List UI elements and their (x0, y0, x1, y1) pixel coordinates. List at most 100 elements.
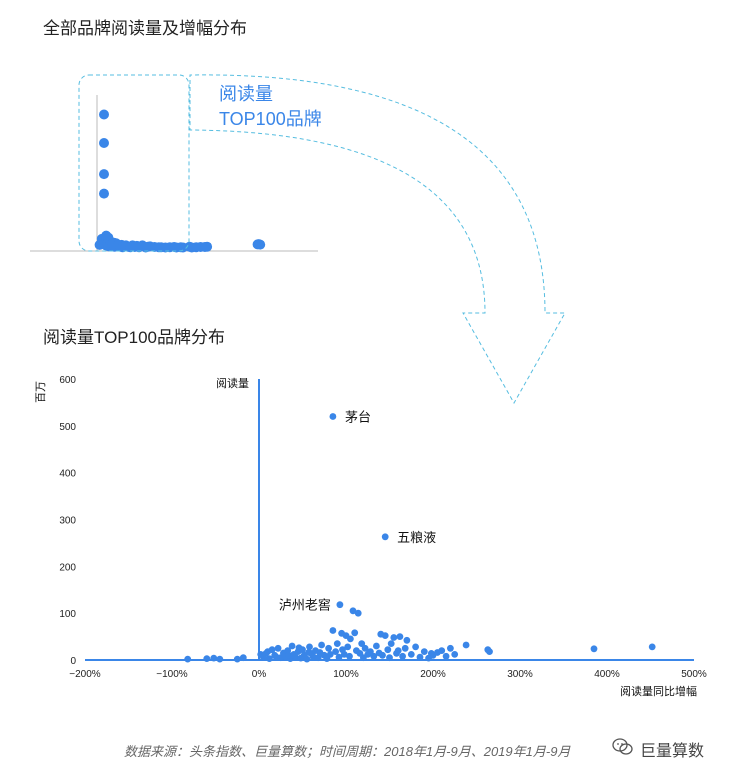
y-tick-label: 600 (59, 375, 76, 386)
point-annotation: 茅台 (345, 409, 371, 424)
y-tick-label: 0 (70, 656, 76, 667)
labeled-point (336, 601, 344, 609)
data-point (233, 655, 241, 663)
data-point (407, 651, 415, 658)
data-point (266, 655, 273, 662)
data-point (295, 644, 303, 652)
data-point (358, 640, 366, 647)
overview-point (99, 169, 109, 180)
labeled-point (381, 533, 389, 541)
overview-scatter (30, 95, 318, 253)
data-point (390, 634, 398, 641)
data-point (268, 646, 276, 654)
y-tick-label: 400 (59, 469, 76, 480)
data-point (387, 640, 395, 647)
data-point (347, 635, 354, 643)
overview-chart-title: 全部品牌阅读量及增幅分布 (43, 19, 247, 38)
callout-line-2: TOP100品牌 (219, 109, 322, 129)
overview-point (99, 138, 109, 148)
data-point (425, 654, 432, 662)
data-point (333, 640, 341, 647)
data-point (401, 644, 409, 652)
data-point (447, 644, 454, 652)
point-annotation: 泸州老窖 (279, 598, 331, 613)
overview-point (255, 239, 266, 250)
overview-point (145, 241, 156, 252)
x-tick-label: −200% (69, 669, 101, 680)
y-tick-label: 200 (59, 562, 76, 573)
y-tick-label: 100 (59, 609, 76, 620)
data-point (462, 641, 470, 649)
x-axis-label: 阅读量同比增幅 (620, 684, 697, 698)
data-point (303, 655, 311, 663)
data-point (292, 653, 299, 661)
data-point (438, 647, 446, 654)
data-point (590, 645, 598, 653)
x-tick-label: 100% (333, 669, 359, 680)
data-point (361, 644, 369, 652)
x-tick-label: 200% (420, 669, 446, 680)
data-point (648, 643, 656, 651)
data-point (373, 642, 380, 650)
data-point (318, 641, 325, 649)
data-source-note: 数据来源：头条指数、巨量算数；时间周期：2018年1月-9月、2019年1月-9… (124, 744, 571, 759)
x-tick-label: 0% (252, 669, 267, 680)
data-point (367, 648, 374, 655)
overview-point (153, 242, 164, 253)
data-point (379, 651, 386, 659)
data-point (396, 633, 404, 640)
data-point (239, 654, 247, 662)
overview-point (186, 242, 197, 253)
zero-axis-label: 阅读量 (216, 376, 249, 390)
data-point (332, 648, 339, 655)
data-point (370, 652, 378, 660)
data-point (335, 653, 343, 661)
y-axis-label: 百万 (35, 381, 47, 403)
callout-label: 阅读量 TOP100品牌 (219, 82, 322, 132)
data-point (329, 627, 337, 634)
top100-scatter: −200% −100% 0% 100% 200% 300% 400% 500% 0 100 200… (35, 375, 707, 698)
data-point (394, 647, 402, 654)
callout-line-1: 阅读量 (219, 84, 273, 104)
overview-point (175, 242, 186, 253)
wechat-icon (612, 737, 634, 761)
data-point (412, 643, 419, 651)
data-point (399, 652, 406, 660)
top100-chart-title: 阅读量TOP100品牌分布 (43, 328, 226, 347)
y-tick-label: 300 (59, 516, 76, 527)
data-point (273, 653, 280, 661)
data-point (381, 632, 389, 639)
y-tick-label: 500 (59, 422, 76, 433)
watermark: 巨量算数 (612, 737, 704, 761)
data-point (351, 629, 359, 637)
data-point (285, 651, 292, 659)
x-tick-label: 400% (594, 669, 620, 680)
data-point (216, 655, 224, 663)
data-point (451, 651, 459, 658)
data-point (210, 654, 218, 662)
data-point (288, 642, 296, 650)
overview-point (195, 242, 206, 252)
top100-highlight-box (78, 74, 190, 252)
data-point (416, 653, 424, 661)
data-point (354, 609, 362, 617)
data-point (346, 652, 353, 660)
overview-point (99, 109, 109, 120)
data-point (384, 646, 392, 654)
data-point (344, 643, 352, 651)
data-point (386, 654, 393, 662)
data-point (325, 644, 332, 652)
zoom-arrow (189, 74, 566, 405)
data-point (306, 643, 313, 651)
data-point (305, 649, 312, 656)
overview-point (99, 188, 109, 199)
data-point (420, 648, 428, 655)
x-tick-label: 500% (681, 669, 707, 680)
data-point (486, 648, 493, 655)
data-point (403, 636, 411, 644)
data-point (349, 607, 357, 615)
data-point (314, 654, 322, 662)
data-point (184, 655, 192, 663)
data-point (274, 644, 282, 652)
